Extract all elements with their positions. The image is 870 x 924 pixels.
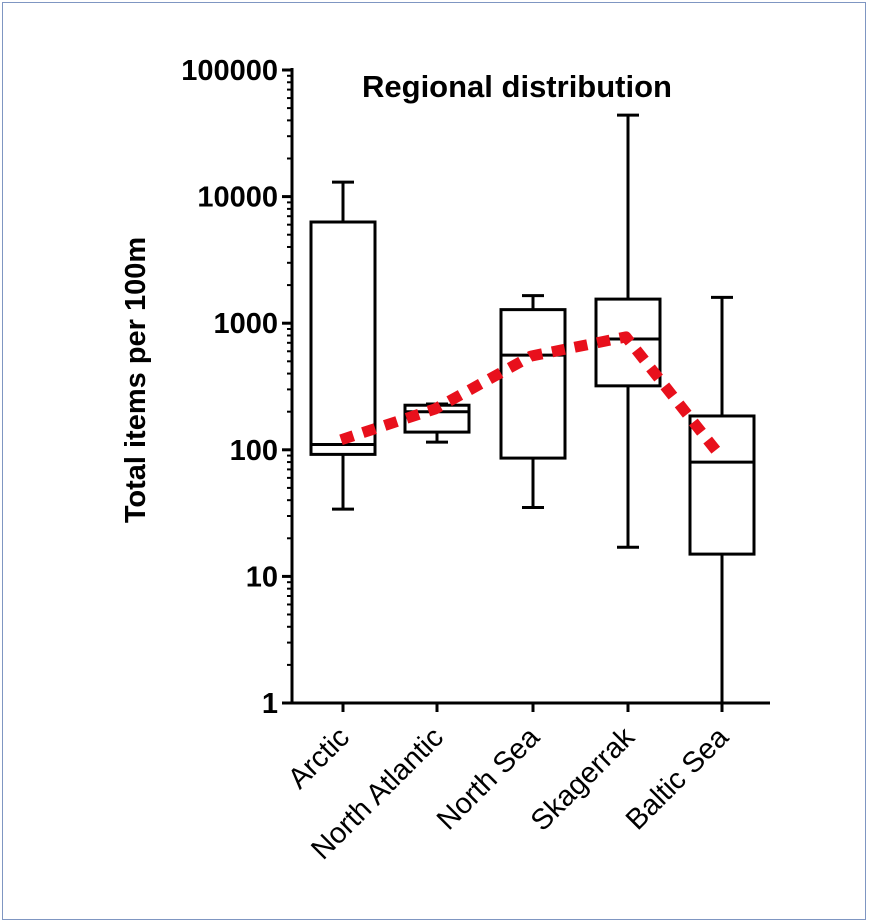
interquartile-box bbox=[309, 220, 377, 456]
x-tick-label: Baltic Sea bbox=[620, 721, 736, 837]
y-axis-label: Total items per 100m bbox=[120, 237, 152, 523]
trend-line-group bbox=[339, 331, 725, 460]
y-tick-label: 100 bbox=[230, 435, 278, 467]
interquartile-box bbox=[688, 414, 756, 556]
y-tick-label: 10 bbox=[246, 561, 278, 593]
boxplot bbox=[499, 294, 567, 510]
y-tick-label: 1000 bbox=[213, 308, 278, 340]
y-tick-label: 1 bbox=[262, 688, 278, 720]
x-tick-label: Arctic bbox=[282, 721, 356, 795]
trend-line bbox=[339, 331, 725, 460]
y-tick-label: 10000 bbox=[197, 182, 278, 214]
interquartile-box bbox=[594, 297, 662, 388]
boxplot bbox=[309, 180, 377, 511]
y-tick-label: 100000 bbox=[181, 55, 278, 87]
boxplot bbox=[594, 113, 662, 549]
interquartile-box bbox=[499, 308, 567, 460]
boxplot bbox=[688, 295, 756, 705]
x-tick-label: Skagerrak bbox=[525, 721, 641, 837]
chart-title: Regional distribution bbox=[362, 69, 672, 104]
